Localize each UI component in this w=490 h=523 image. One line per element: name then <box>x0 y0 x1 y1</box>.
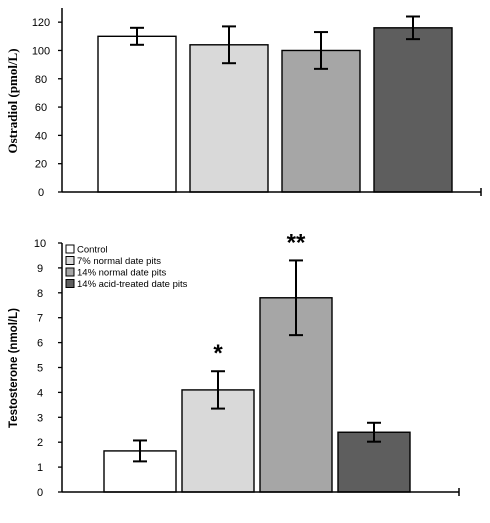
legend-label: 7% normal date pits <box>77 256 161 267</box>
estradiol-y-tick-label: 120 <box>32 17 50 29</box>
legend-label: 14% acid-treated date pits <box>77 279 188 290</box>
estradiol-bar <box>97 35 177 193</box>
estradiol-y-tick-label: 40 <box>35 130 47 142</box>
legend-swatch <box>65 267 75 277</box>
testosterone-significance-mark: * <box>213 340 223 367</box>
testosterone-y-tick-label: 5 <box>37 363 43 375</box>
testosterone-y-tick-label: 6 <box>37 338 43 350</box>
testosterone-y-tick-label: 4 <box>37 387 43 399</box>
legend-label: Control <box>77 245 108 256</box>
estradiol-bar <box>373 27 453 193</box>
testosterone-y-tick-label: 1 <box>37 462 43 474</box>
testosterone-y-tick-label: 0 <box>37 487 43 499</box>
testosterone-y-tick-label: 3 <box>37 412 43 424</box>
estradiol-y-tick-label: 60 <box>35 102 47 114</box>
testosterone-chart: Testosterone (nmol/L) 012345678910***Con… <box>8 229 460 499</box>
estradiol-bar <box>281 49 361 193</box>
legend-swatch <box>65 279 75 288</box>
legend-label: 14% normal date pits <box>77 268 166 279</box>
estradiol-chart: Ostradiol (pmol/L) 0 20 40 60 80 100 120 <box>5 8 482 199</box>
estradiol-y-tick-label: 20 <box>35 159 47 171</box>
estradiol-y-tick-label: 0 <box>38 187 44 199</box>
legend-swatch <box>65 256 75 265</box>
estradiol-y-axis-label: Ostradiol (pmol/L) <box>5 48 20 153</box>
testosterone-y-tick-label: 10 <box>34 238 46 250</box>
testosterone-y-tick-label: 7 <box>37 313 43 325</box>
testosterone-y-tick-label: 8 <box>37 288 43 300</box>
testosterone-y-axis-label: Testosterone (nmol/L) <box>8 308 20 428</box>
estradiol-bar <box>189 44 269 193</box>
estradiol-y-tick-label: 100 <box>32 45 50 57</box>
testosterone-y-tick-label: 9 <box>37 263 43 275</box>
testosterone-significance-mark: ** <box>287 229 306 256</box>
testosterone-y-tick-label: 2 <box>37 437 43 449</box>
legend-swatch <box>65 244 75 254</box>
estradiol-y-tick-label: 80 <box>35 74 47 86</box>
